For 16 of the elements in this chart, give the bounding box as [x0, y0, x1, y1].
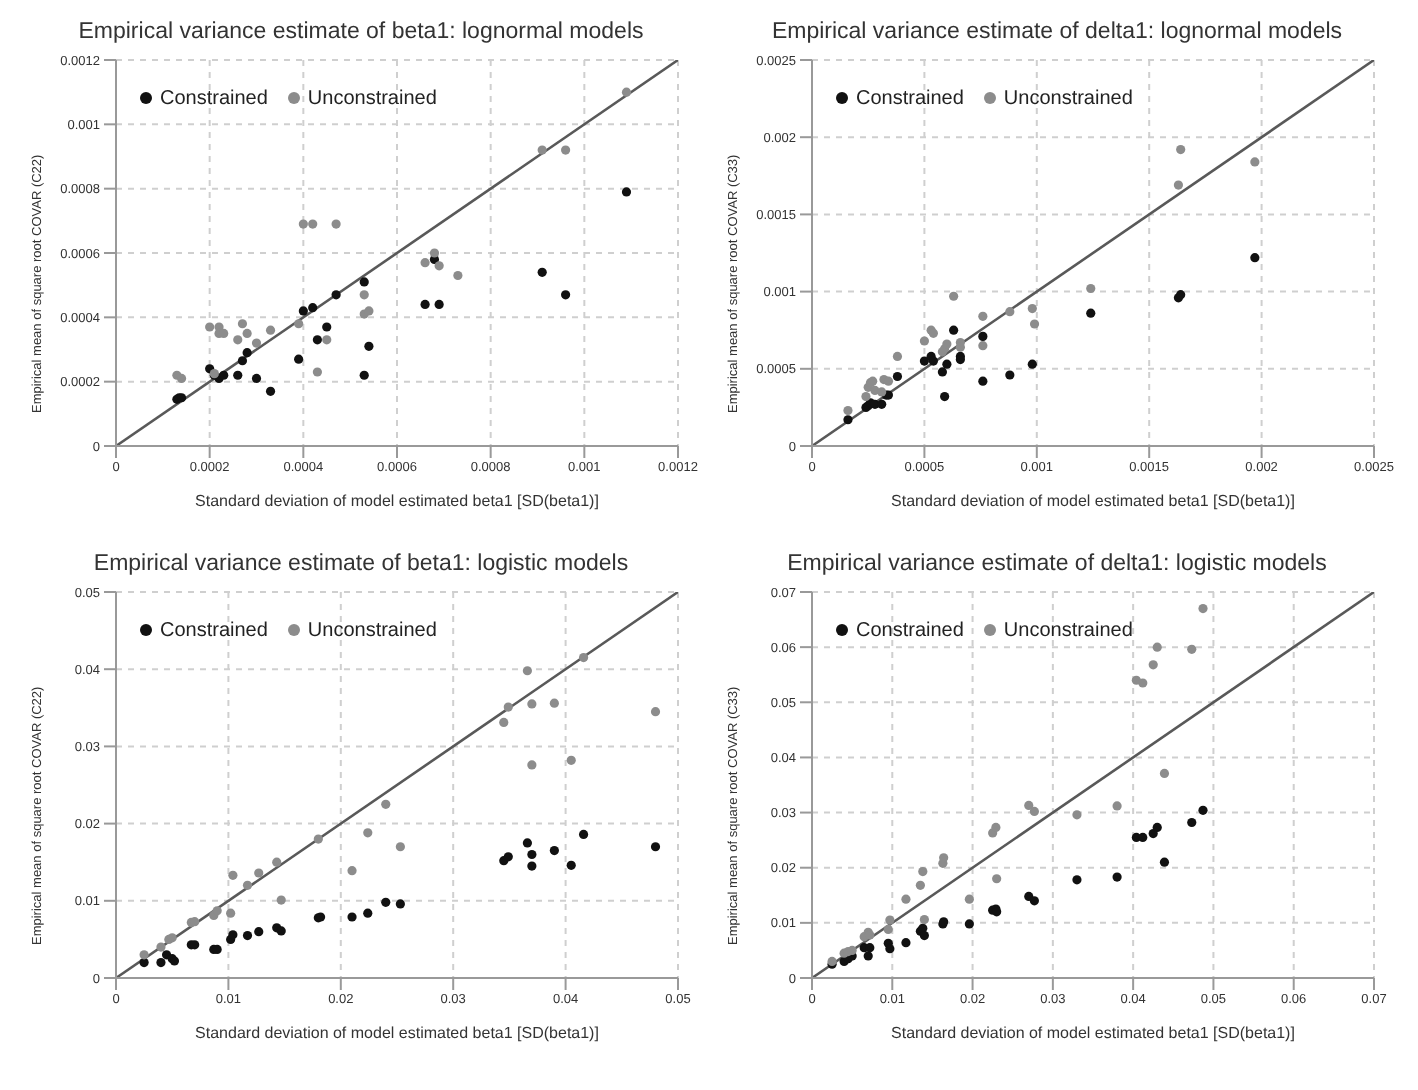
- legend-label: Unconstrained: [307, 620, 437, 642]
- legend-label: Unconstrained: [1003, 88, 1133, 110]
- legend-label: Unconstrained: [1003, 620, 1133, 642]
- x-axis-title: Standard deviation of model estimated beta1 [SD(beta1)]: [891, 1024, 1295, 1042]
- chart-title: Empirical variance estimate of delta1: lognormal models: [769, 18, 1345, 48]
- legend-label: Constrained: [856, 620, 964, 642]
- legend-label: Constrained: [160, 620, 268, 642]
- x-axis-title: Standard deviation of model estimated beta1 [SD(beta1)]: [195, 492, 599, 510]
- chart-title: Empirical variance estimate of delta1: logistic models: [785, 550, 1329, 580]
- legend-label: Constrained: [856, 88, 964, 110]
- x-axis-title: Standard deviation of model estimated beta1 [SD(beta1)]: [195, 1024, 599, 1042]
- legend-label: Unconstrained: [307, 88, 437, 110]
- x-axis-title: Standard deviation of model estimated beta1 [SD(beta1)]: [891, 492, 1295, 510]
- chart-title: Empirical variance estimate of beta1: lognormal models: [76, 18, 646, 48]
- legend-label: Constrained: [160, 88, 268, 110]
- chart-title: Empirical variance estimate of beta1: logistic models: [91, 550, 631, 580]
